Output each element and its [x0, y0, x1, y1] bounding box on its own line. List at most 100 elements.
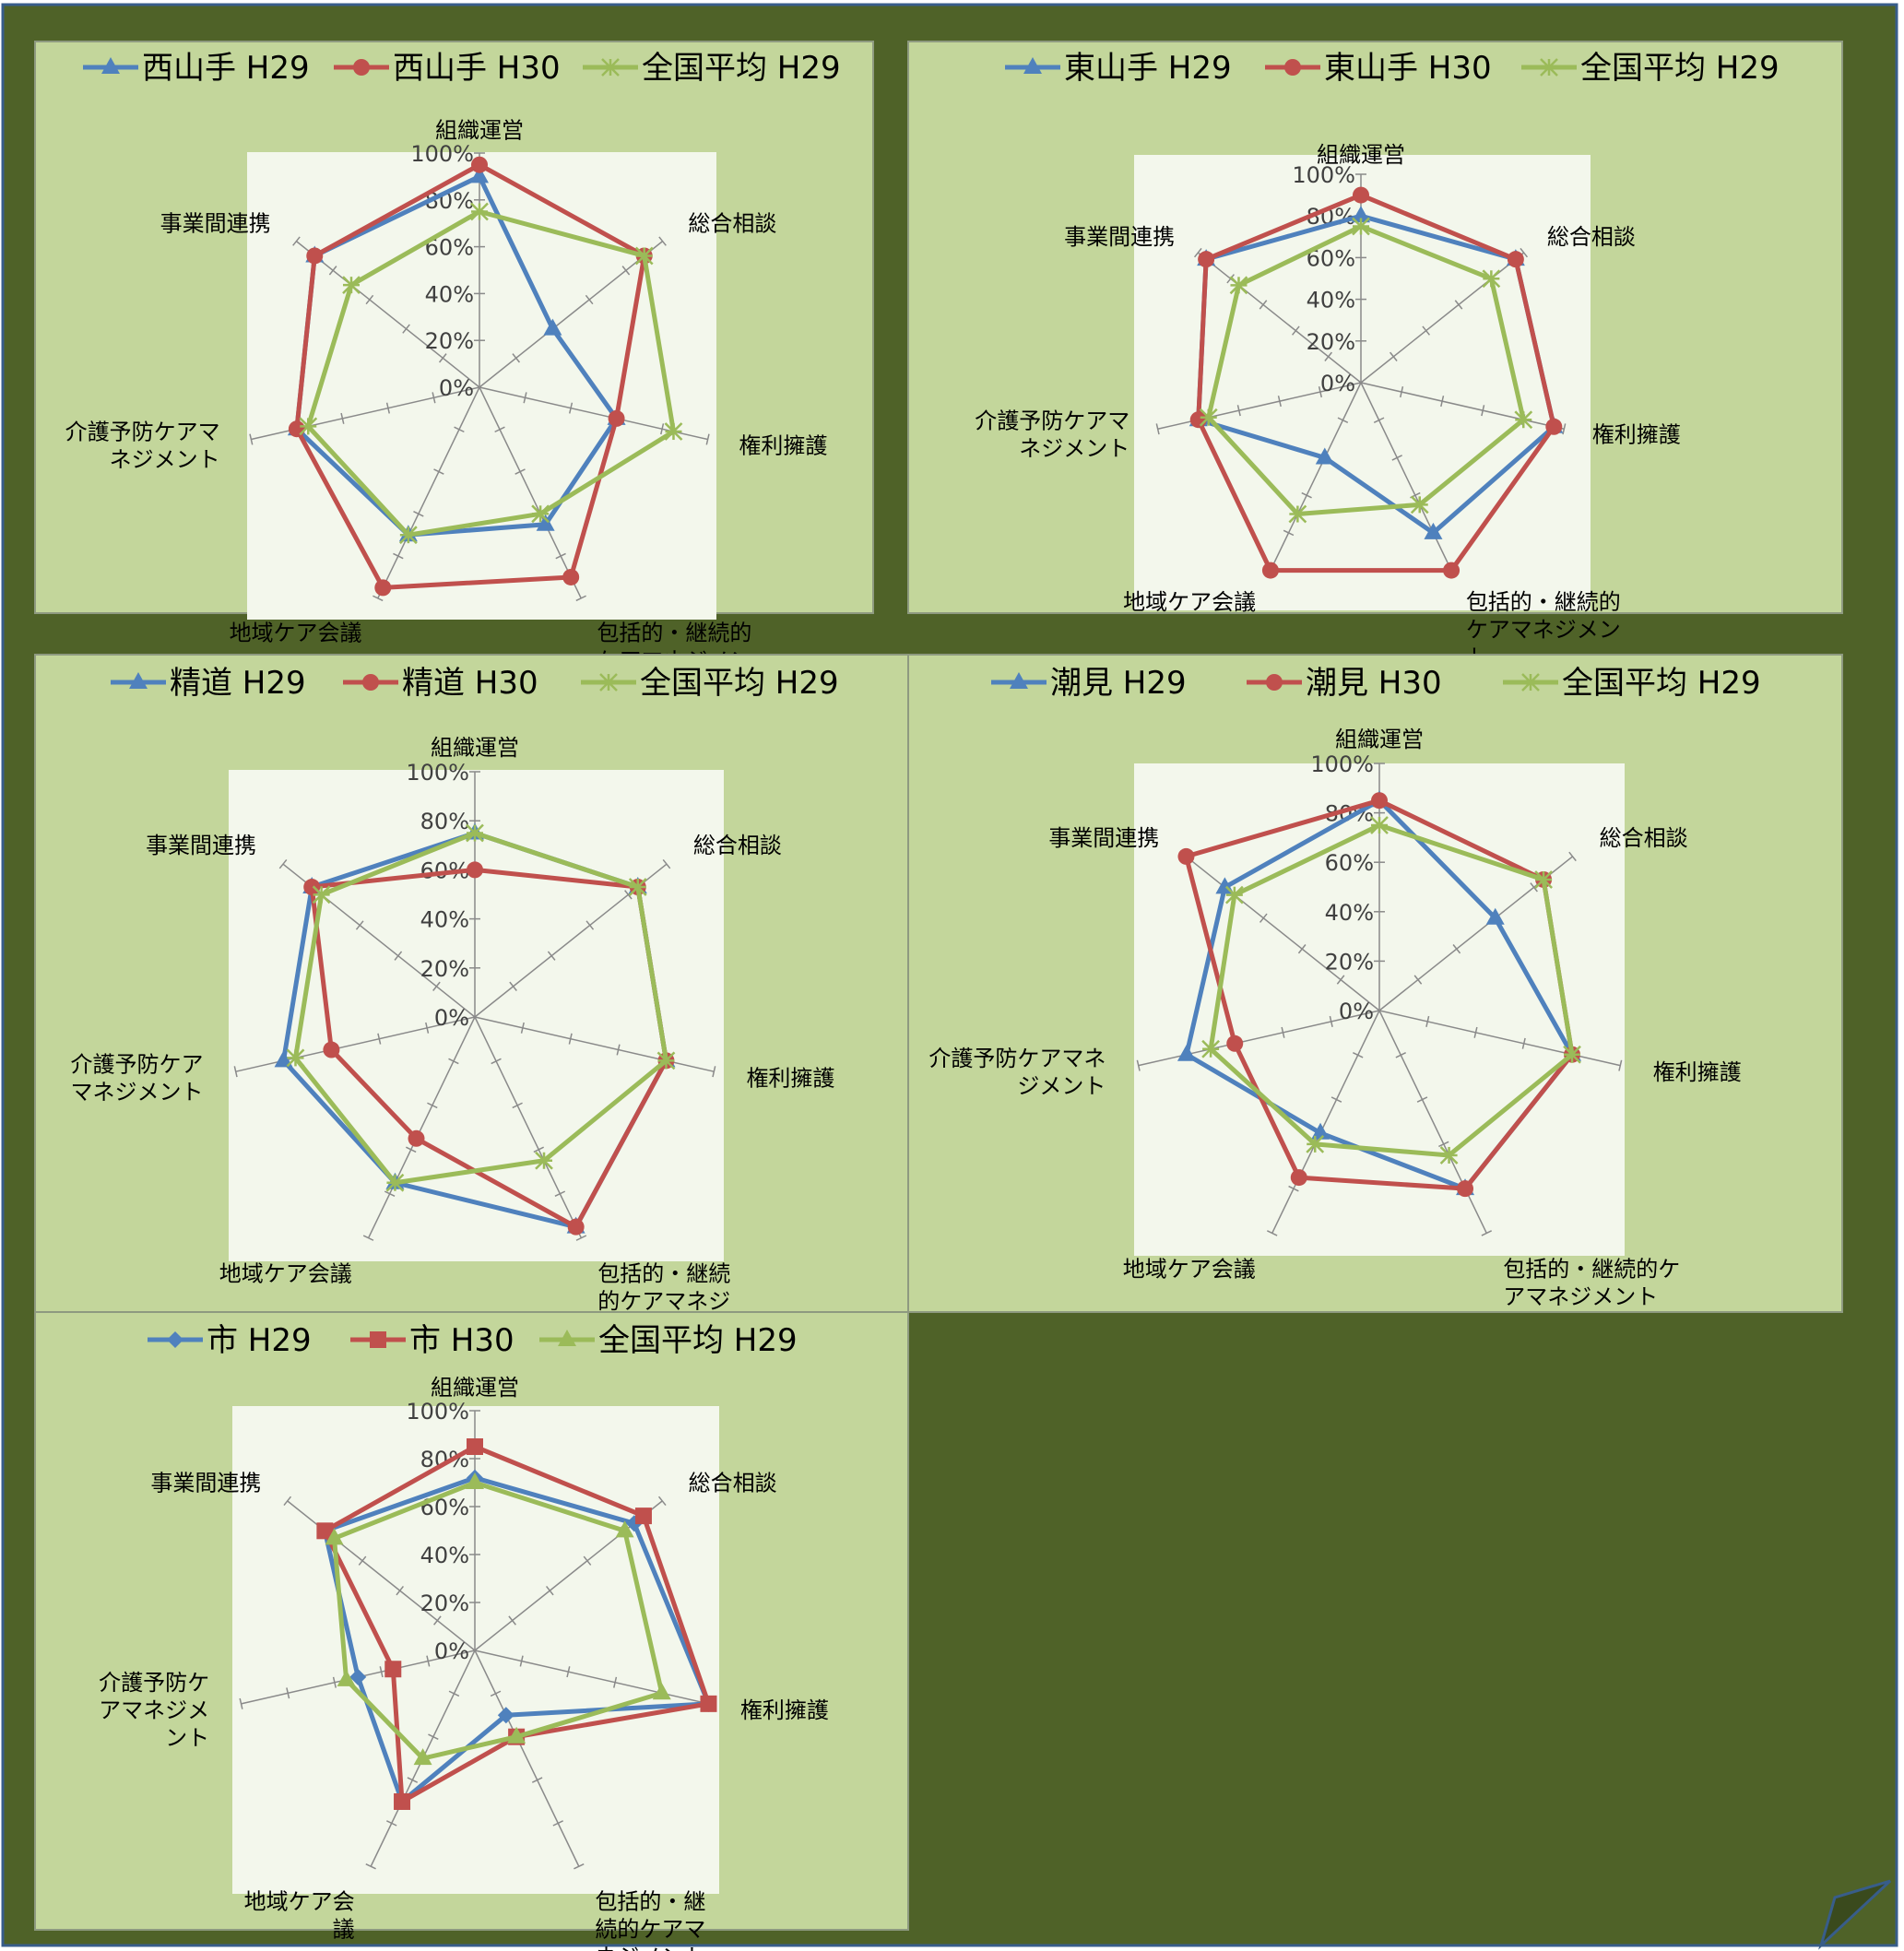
- spoke-tick: [1301, 491, 1312, 499]
- spoke-tick: [512, 1102, 523, 1109]
- spoke-tick: [1283, 529, 1295, 537]
- spoke-tick: [393, 552, 404, 560]
- spoke-tick: [508, 1615, 516, 1626]
- data-point: [1226, 1035, 1244, 1052]
- data-point: [467, 861, 483, 879]
- axis-label-line: 組織運営: [1335, 727, 1424, 752]
- radar-spoke: [377, 386, 480, 599]
- r-tick-label: 40%: [425, 281, 474, 307]
- spoke-tick: [1416, 1096, 1428, 1103]
- spoke-tick: [1277, 396, 1282, 408]
- legend-marker: [1284, 59, 1301, 76]
- legend-label: 潮見 H30: [1306, 665, 1442, 702]
- axis-label-line: 地域ケア会議: [1123, 589, 1256, 615]
- data-point: [1199, 408, 1218, 427]
- series-2: [325, 1472, 671, 1766]
- r-tick-label: 20%: [420, 1590, 469, 1616]
- r-tick-label: 80%: [420, 809, 469, 834]
- data-point: [615, 1520, 634, 1538]
- spoke-tick: [1481, 1230, 1493, 1236]
- axis-label-line: 介護予防ケア: [71, 1051, 204, 1077]
- axis-label-line: アマネジメント: [1503, 1283, 1658, 1309]
- data-point: [700, 1695, 717, 1712]
- axis-label: 権利擁護: [1592, 421, 1681, 447]
- spoke-tick: [283, 1496, 292, 1507]
- spoke-tick: [432, 392, 436, 404]
- spoke-tick: [384, 1190, 396, 1198]
- spoke-tick: [621, 266, 631, 276]
- data-point: [536, 514, 555, 531]
- axis-label-line: 事業間連携: [146, 833, 256, 858]
- spoke-tick: [407, 1777, 419, 1783]
- data-point: [342, 276, 361, 295]
- legend-label: 東山手 H29: [1064, 50, 1232, 87]
- spoke-tick: [426, 1655, 431, 1667]
- legend-entry: 市 H30: [350, 1322, 514, 1359]
- legend-marker: [1023, 57, 1042, 74]
- spoke-tick: [328, 266, 337, 276]
- spoke-tick: [1413, 975, 1423, 985]
- spoke-tick: [1226, 274, 1235, 284]
- axis-label-line: 組織運営: [1317, 142, 1405, 168]
- spoke-tick: [373, 595, 384, 602]
- legend-label: 精道 H29: [170, 665, 306, 702]
- r-tick-label: 40%: [420, 1543, 469, 1568]
- axis-label-line: ケアマネジメン: [1466, 617, 1621, 643]
- legend-marker: [1266, 674, 1283, 691]
- spoke-tick: [613, 1676, 618, 1688]
- axis-label-line: 包括的・継続的ケ: [1503, 1256, 1680, 1282]
- data-point: [288, 420, 305, 438]
- legend-label: 西山手 H29: [142, 50, 310, 87]
- axis-label: 総合相談: [1547, 224, 1636, 250]
- r-tick-label: 100%: [406, 760, 469, 786]
- spoke-tick: [531, 1777, 543, 1783]
- axis-label: 事業間連携: [160, 211, 271, 237]
- spoke-tick: [1530, 882, 1538, 893]
- radar-spoke: [1138, 1010, 1380, 1067]
- data-point: [562, 568, 580, 585]
- spoke-tick: [555, 552, 566, 560]
- axis-label-line: 総合相談: [693, 833, 782, 858]
- spoke-tick: [433, 468, 444, 475]
- r-tick-label: 60%: [420, 1495, 469, 1520]
- spoke-tick: [657, 1496, 667, 1507]
- spoke-tick: [292, 236, 301, 246]
- axis-label-line: 地域ケア会: [244, 1888, 355, 1914]
- legend-entry: 市 H29: [148, 1322, 312, 1359]
- spoke-tick: [575, 595, 586, 602]
- radar-panel-city: 100% 80% 60% 40% 20% 0% 組織運営総合相談権利擁護包括的・継続的ケアマ…: [34, 1311, 909, 1951]
- r-tick-label: 0%: [1339, 999, 1374, 1024]
- axis-label-line: ネジメント: [110, 446, 220, 472]
- radar-spoke: [235, 1016, 476, 1072]
- legend-entry: 全国平均 H29: [583, 50, 841, 87]
- axis-label-line: 地域ケア会議: [1123, 1256, 1256, 1282]
- series-2: [286, 823, 676, 1192]
- axis-label-line: 包括的・継続的: [1466, 589, 1621, 615]
- r-tick-label: 20%: [425, 328, 474, 354]
- series-2: [1199, 217, 1533, 524]
- spoke-tick: [616, 1044, 621, 1056]
- spoke-tick: [427, 1102, 438, 1109]
- r-tick-label: 0%: [434, 1638, 469, 1664]
- spoke-tick: [1395, 1052, 1406, 1058]
- spoke-tick: [568, 402, 574, 414]
- axis-label: 地域ケア会議: [230, 620, 362, 645]
- axis-label-line: マネジメント: [71, 1079, 204, 1105]
- axis-label-line: 事業間連携: [150, 1470, 261, 1496]
- spoke-tick: [1330, 1096, 1342, 1103]
- axis-label: 総合相談: [688, 211, 776, 237]
- spoke-tick: [512, 353, 521, 363]
- spoke-tick: [428, 1733, 439, 1740]
- axis-label-line: 総合相談: [1600, 825, 1688, 851]
- data-point: [398, 526, 418, 545]
- axis-label: 地域ケア会議: [1123, 1256, 1256, 1282]
- spoke-tick: [379, 1666, 384, 1678]
- spoke-tick: [1266, 1230, 1278, 1236]
- axis-label: 組織運営: [435, 118, 524, 144]
- spoke-tick: [385, 402, 391, 414]
- radar-spoke: [295, 241, 480, 388]
- spoke-tick: [1454, 300, 1463, 310]
- data-point: [1306, 1134, 1325, 1153]
